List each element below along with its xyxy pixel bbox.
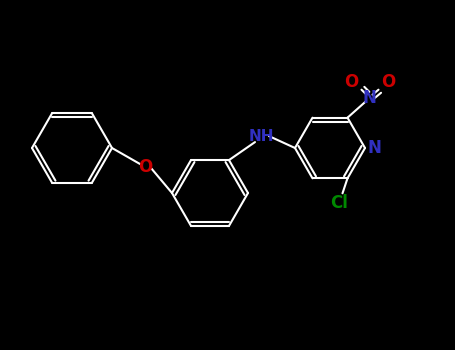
Text: N: N [363, 89, 376, 107]
Text: O: O [381, 73, 396, 91]
Text: O: O [344, 73, 359, 91]
Text: Cl: Cl [331, 194, 349, 212]
Text: NH: NH [248, 128, 274, 143]
Text: O: O [138, 158, 152, 176]
Text: N: N [367, 139, 381, 157]
